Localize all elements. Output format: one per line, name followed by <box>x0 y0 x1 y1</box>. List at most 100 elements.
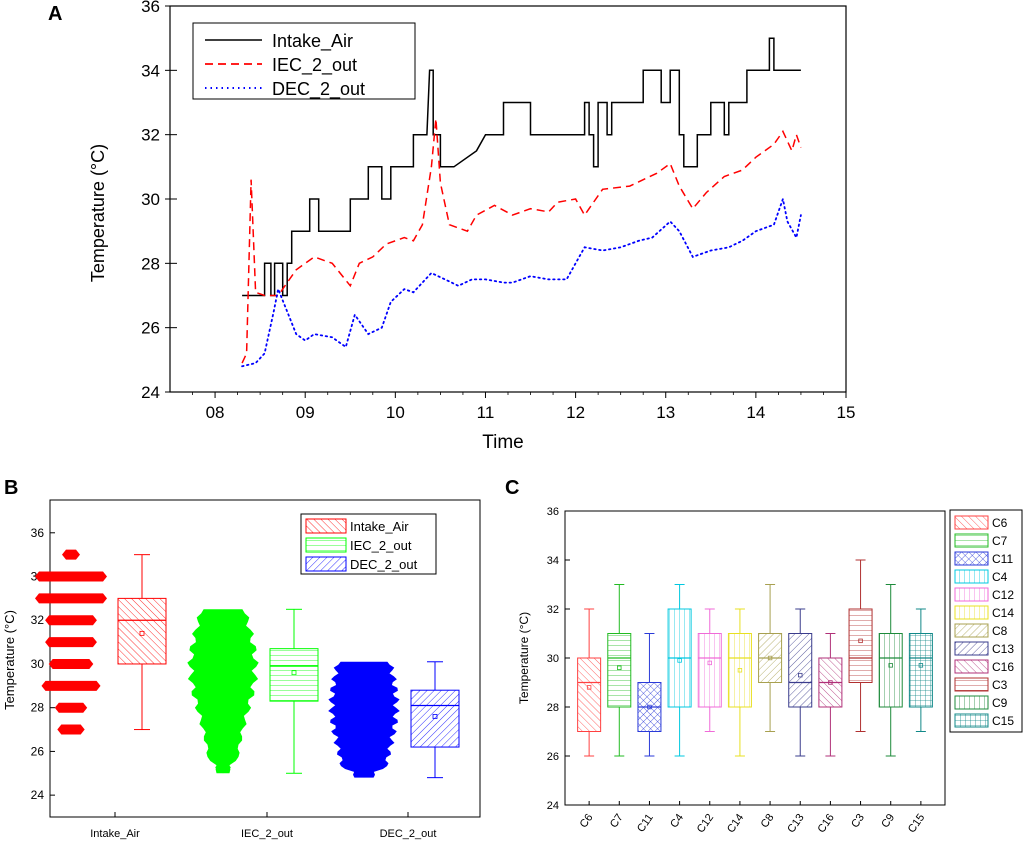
legend-swatch-b-intake-air <box>305 518 347 534</box>
legend-label-dec-2-out: DEC_2_out <box>272 79 365 100</box>
c-x-tick-label: C6 <box>578 812 596 830</box>
b-y-tick-label: 26 <box>31 744 45 758</box>
b-y-tick-label: 24 <box>31 788 45 802</box>
c-mean-c9 <box>888 663 893 668</box>
a-x-tick-label: 10 <box>386 403 405 422</box>
c-box-c13 <box>788 633 813 708</box>
c-box-c6 <box>577 657 602 732</box>
panel-b-label: B <box>4 477 18 499</box>
c-legend-label-c7: C7 <box>992 534 1008 548</box>
dist-band-intake-air <box>54 702 88 713</box>
c-y-tick-label: 26 <box>547 751 559 763</box>
dist-min-marker-iec-2-out <box>215 761 231 774</box>
c-legend-label-c3: C3 <box>992 678 1008 692</box>
legend-label-iec-2-out: IEC_2_out <box>272 55 357 76</box>
c-mean-c8 <box>767 655 773 661</box>
dist-band-intake-air <box>57 724 85 735</box>
c-y-tick-label: 32 <box>547 604 559 616</box>
panel-a-y-axis-title: Temperature (°C) <box>88 144 108 282</box>
c-legend-label-c13: C13 <box>992 642 1014 656</box>
c-mean-c13 <box>798 672 803 678</box>
a-x-tick-label: 13 <box>656 403 675 422</box>
series-line-dec-2-out <box>241 195 802 368</box>
c-box-c3 <box>848 608 873 683</box>
c-box-c14 <box>727 633 752 708</box>
dist-band-intake-air <box>62 549 80 560</box>
a-x-tick-label: 09 <box>296 403 315 422</box>
c-legend-label-c12: C12 <box>992 588 1014 602</box>
c-x-tick-label: C9 <box>879 812 897 830</box>
dist-min-marker-dec-2-out <box>356 765 372 778</box>
legend-swatch-b-dec-2-out <box>305 556 347 572</box>
series-line-iec-2-out <box>241 118 802 364</box>
dist-band-intake-air <box>35 571 107 582</box>
c-mean-c4 <box>677 658 682 663</box>
c-x-tick-label: C4 <box>668 812 686 830</box>
a-x-tick-label: 12 <box>566 403 585 422</box>
c-x-tick-label: C3 <box>849 812 867 830</box>
c-y-tick-label: 30 <box>547 653 559 665</box>
c-box-c7 <box>607 633 632 708</box>
c-legend-label-c9: C9 <box>992 696 1008 710</box>
c-legend-label-c6: C6 <box>992 516 1008 530</box>
panel-b-boxes <box>117 554 460 779</box>
panel-b-y-axis-title: Temperature (°C) <box>2 610 17 710</box>
c-legend-swatch-c11 <box>954 551 989 566</box>
panel-b-distributions <box>35 549 400 778</box>
dist-violin-iec-2-out <box>187 609 259 774</box>
c-box-c9 <box>878 633 903 708</box>
c-x-tick-label: C7 <box>608 812 626 830</box>
b-y-tick-label: 36 <box>31 526 45 540</box>
panel-a-line-chart: A 24 26 28 30 32 34 36 08 09 10 11 12 13 14 15 Time Te… <box>48 0 855 453</box>
c-legend-swatch-c3 <box>954 677 989 692</box>
a-y-tick-label: 30 <box>141 190 160 209</box>
c-box-c12 <box>697 633 722 708</box>
dist-band-intake-air <box>41 680 101 691</box>
c-y-tick-label: 36 <box>547 506 559 518</box>
b-x-tick-label: IEC_2_out <box>241 828 293 840</box>
c-mean-c14 <box>737 668 743 673</box>
c-box-c15 <box>908 633 933 708</box>
c-legend-swatch-c16 <box>954 659 989 674</box>
a-x-tick-label: 15 <box>837 403 856 422</box>
b-mean-iec-2-out <box>291 670 297 676</box>
c-legend-swatch-c8 <box>954 623 989 638</box>
a-y-tick-label: 28 <box>141 254 160 273</box>
c-y-tick-label: 24 <box>547 800 559 812</box>
a-x-tick-label: 11 <box>477 403 495 422</box>
panel-c-label: C <box>505 477 519 499</box>
series-line-intake-air <box>242 37 801 297</box>
a-y-tick-label: 36 <box>141 0 160 16</box>
b-x-tick-label: DEC_2_out <box>380 828 437 840</box>
c-legend-swatch-c6 <box>954 515 989 530</box>
c-legend-swatch-c4 <box>954 569 989 584</box>
c-legend-label-c15: C15 <box>992 714 1014 728</box>
c-mean-c6 <box>586 685 592 690</box>
a-y-tick-label: 26 <box>141 319 160 338</box>
c-x-tick-label: C13 <box>785 812 806 835</box>
a-y-tick-label: 24 <box>141 383 160 402</box>
c-legend-label-c14: C14 <box>992 606 1014 620</box>
b-y-tick-label: 32 <box>31 613 45 627</box>
panel-a-legend-box <box>192 22 416 100</box>
b-y-tick-label: 28 <box>31 701 45 715</box>
c-x-tick-label: C16 <box>815 812 836 835</box>
c-x-tick-label: C12 <box>695 812 716 835</box>
c-y-tick-label: 34 <box>547 555 559 567</box>
b-y-tick-label: 30 <box>31 657 45 671</box>
legend-swatch-b-iec-2-out <box>305 537 347 553</box>
c-legend-swatch-c14 <box>954 605 989 620</box>
dist-band-intake-air <box>48 658 94 669</box>
c-legend-label-c16: C16 <box>992 660 1014 674</box>
dist-violin-dec-2-out <box>328 661 400 778</box>
b-mean-intake-air <box>139 630 145 636</box>
c-y-tick-label: 28 <box>547 702 559 714</box>
panel-b-distribution-chart: B 24262830323436Intake_AirIEC_2_outDEC_2… <box>2 477 481 840</box>
c-mean-c12 <box>707 660 712 666</box>
c-mean-c15 <box>918 663 924 668</box>
c-legend-swatch-c15 <box>954 713 989 728</box>
panel-a-x-axis-title: Time <box>482 432 524 453</box>
c-legend-label-c8: C8 <box>992 624 1008 638</box>
b-x-tick-label: Intake_Air <box>90 828 140 840</box>
